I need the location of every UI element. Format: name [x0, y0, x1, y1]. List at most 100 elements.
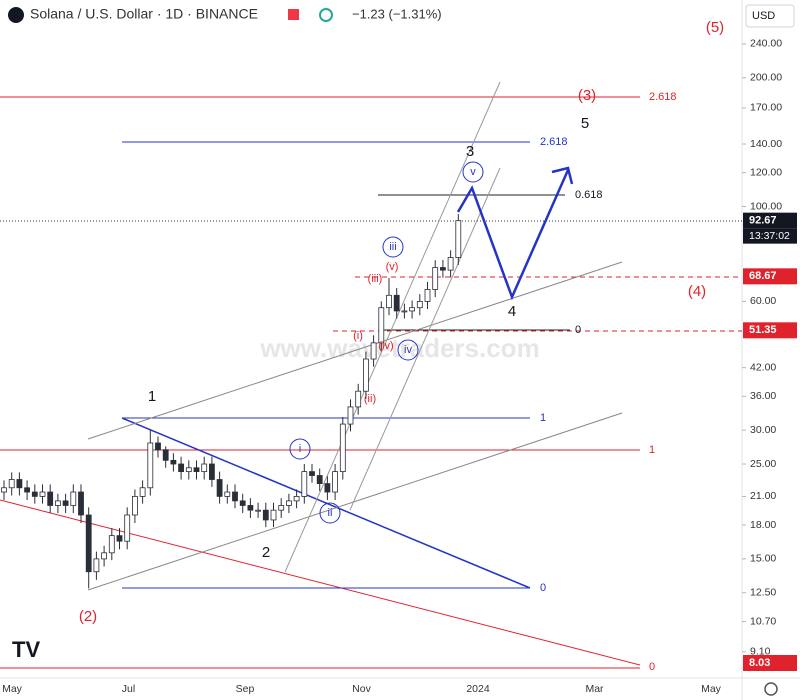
wave-label: (4): [688, 283, 706, 300]
fib-label: 0: [540, 582, 546, 594]
wave-circles: [289, 161, 484, 524]
countdown-label: 13:37:02: [749, 230, 790, 242]
candle-body: [455, 220, 462, 258]
candle-body: [355, 390, 362, 408]
y-tick-label: 140.00: [750, 138, 782, 150]
channel-line: [87, 412, 623, 591]
candle-body: [316, 475, 323, 484]
x-tick-label: Mar: [585, 683, 604, 695]
candle-body: [293, 496, 300, 502]
candle-body: [93, 558, 100, 573]
circle: [462, 161, 484, 183]
candle-body: [178, 463, 185, 473]
projection-arrow: [456, 169, 570, 301]
fib-label: 0: [575, 324, 581, 336]
candle-body: [78, 491, 84, 516]
minor-wave-label: iv: [404, 344, 412, 356]
candle-body: [31, 491, 38, 497]
currency-label: USD: [752, 10, 775, 22]
candle-body: [201, 463, 208, 473]
sub-wave-label: (i): [353, 330, 363, 342]
candle-body: [85, 514, 92, 573]
candle-body: [424, 289, 431, 302]
candle-body: [47, 491, 54, 506]
trend-line: [0, 499, 641, 666]
channel-line: [349, 167, 501, 511]
countdown-box: [743, 228, 797, 244]
candle-body: [270, 509, 277, 521]
y-tick-label: 30.00: [750, 424, 776, 436]
flag-icon[interactable]: [288, 9, 299, 20]
currency-button[interactable]: [745, 4, 795, 28]
y-axis: 240.00 200.00 170.00 140.00 120.00 100.00 60.0…: [2, 38, 797, 695]
x-tick-label: Nov: [352, 683, 371, 695]
symbol-icon: [8, 7, 24, 23]
candle-body: [193, 467, 200, 473]
candle-body: [362, 358, 369, 392]
watermark: www.wavetraders.com: [259, 333, 539, 363]
y-tick-label: 240.00: [750, 38, 782, 50]
wave-label: 2: [262, 544, 270, 561]
level-label-box: [743, 322, 797, 339]
channel-line: [87, 261, 623, 440]
wave-label: 1: [148, 388, 156, 405]
y-tick-label: 60.00: [750, 295, 776, 307]
candle-body: [439, 267, 446, 271]
x-tick-label: Jul: [122, 683, 135, 695]
y-tick-label: 15.00: [750, 553, 776, 565]
candle-body: [332, 471, 339, 493]
minor-wave-label: iii: [389, 241, 396, 253]
candle-body: [131, 496, 138, 516]
sub-wave-label: (v): [386, 261, 399, 273]
candle-body: [162, 449, 169, 461]
sub-wave-label: (iii): [368, 273, 383, 285]
circle: [289, 438, 311, 460]
candle-body: [224, 491, 231, 497]
wave-label: (2): [79, 608, 97, 625]
y-tick-label: 36.00: [750, 390, 776, 402]
candle-body: [393, 294, 400, 312]
candle-body: [116, 535, 123, 542]
candles: [1, 214, 462, 589]
minor-wave-label: ii: [328, 507, 333, 519]
candle-body: [401, 310, 408, 313]
wave-label: (5): [706, 19, 724, 36]
y-tick-label: 42.00: [750, 361, 776, 373]
candle-body: [62, 500, 69, 506]
fib-label: 1: [540, 412, 546, 424]
fib-label: 2.618: [649, 91, 677, 103]
wave-label: 4: [508, 303, 516, 320]
candle-body: [324, 483, 331, 493]
candle-body: [170, 459, 177, 465]
level-label: 51.35: [749, 324, 777, 336]
y-tick-label: 100.00: [750, 200, 782, 212]
candle-body: [432, 267, 439, 290]
candle-body: [139, 487, 146, 497]
settings-icon[interactable]: [764, 682, 778, 696]
x-tick-label: May: [2, 683, 23, 695]
x-tick-label: Sep: [236, 683, 255, 695]
minor-wave-label: v: [470, 166, 476, 178]
fib-label: 0: [649, 661, 655, 673]
candle-body: [1, 487, 7, 493]
level-label: 68.67: [749, 270, 777, 282]
candle-body: [216, 479, 223, 497]
candle-body: [147, 442, 154, 489]
candle-body: [155, 442, 161, 451]
candle-body: [108, 535, 115, 554]
candle-body: [70, 491, 77, 506]
candle-body: [301, 471, 308, 497]
trend-line: [121, 417, 531, 589]
sub-wave-label: (ii): [364, 393, 376, 405]
y-tick-label: 120.00: [750, 166, 782, 178]
candle-body: [262, 509, 269, 521]
circle: [382, 236, 404, 258]
sub-wave-label: (iv): [378, 340, 393, 352]
candle-body: [409, 307, 416, 312]
candle-body: [55, 500, 61, 506]
arrow-head: [551, 166, 574, 185]
candle-body: [339, 423, 346, 473]
minor-wave-label: i: [299, 443, 301, 455]
